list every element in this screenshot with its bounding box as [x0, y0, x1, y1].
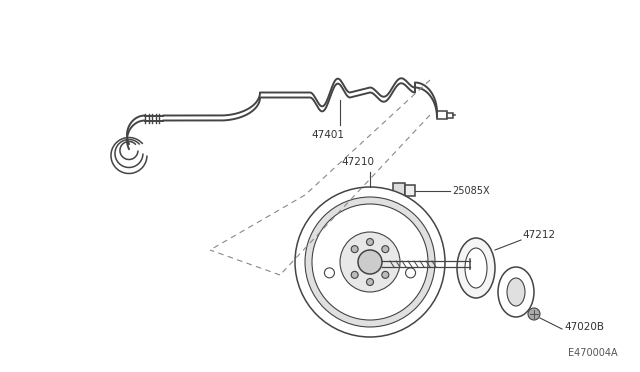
Circle shape	[367, 279, 374, 285]
Text: 47020B: 47020B	[564, 322, 604, 332]
Circle shape	[351, 271, 358, 278]
Bar	[393, 183, 405, 198]
Ellipse shape	[465, 248, 487, 288]
Bar	[437, 111, 447, 119]
Circle shape	[351, 246, 358, 253]
Text: 47401: 47401	[312, 130, 344, 140]
Circle shape	[324, 268, 335, 278]
Circle shape	[382, 246, 389, 253]
Ellipse shape	[507, 278, 525, 306]
Circle shape	[295, 187, 445, 337]
Bar	[447, 112, 453, 118]
Text: 47210: 47210	[342, 157, 374, 167]
Circle shape	[312, 204, 428, 320]
Ellipse shape	[457, 238, 495, 298]
Ellipse shape	[498, 267, 534, 317]
Circle shape	[367, 238, 374, 246]
Circle shape	[305, 197, 435, 327]
Circle shape	[340, 232, 400, 292]
Circle shape	[528, 308, 540, 320]
Circle shape	[406, 268, 415, 278]
Circle shape	[358, 250, 382, 274]
Text: E470004A: E470004A	[568, 348, 618, 358]
Bar	[405, 185, 415, 196]
Circle shape	[382, 271, 389, 278]
Text: 47212: 47212	[522, 230, 555, 240]
Text: 25085X: 25085X	[452, 186, 490, 196]
